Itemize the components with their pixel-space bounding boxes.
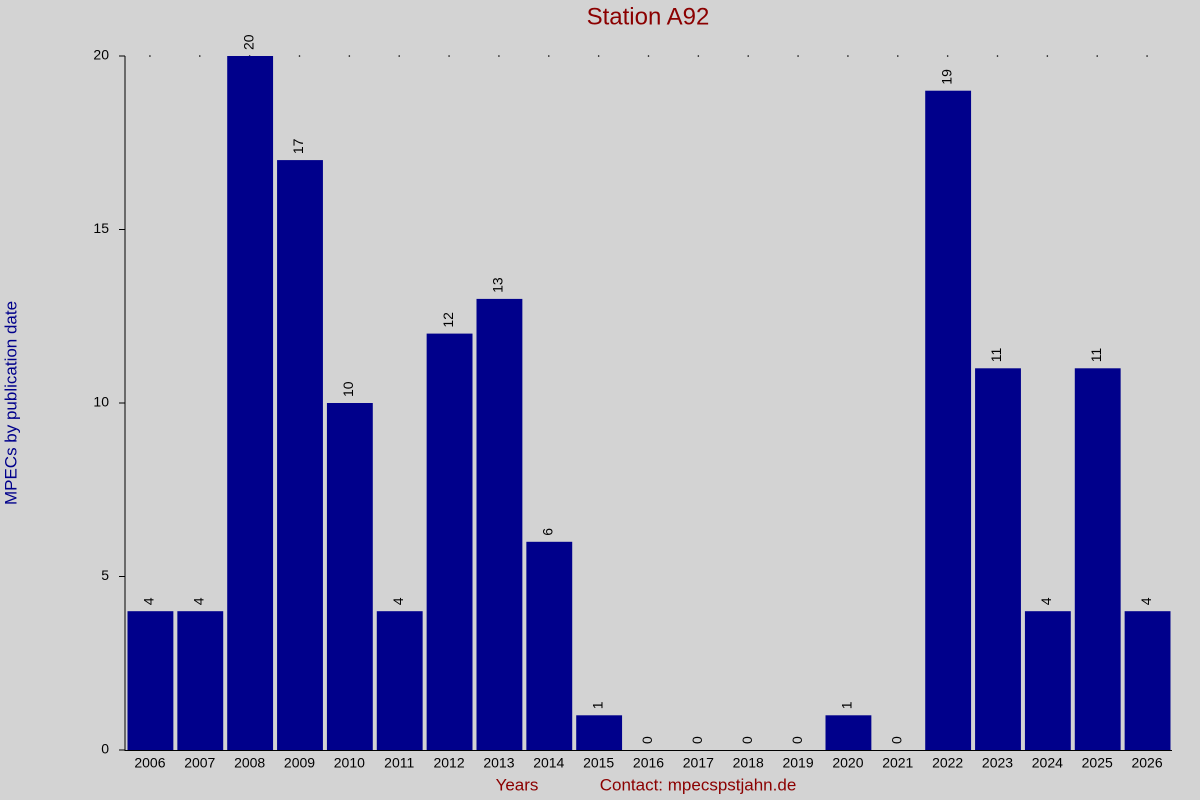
bar — [576, 715, 623, 750]
top-dot — [697, 55, 700, 57]
value-label: 1 — [589, 701, 605, 709]
x-tick-label: 2017 — [683, 755, 714, 771]
x-tick-label: 2009 — [284, 755, 315, 771]
y-tick-label: 5 — [101, 567, 109, 583]
value-label: 11 — [1088, 348, 1104, 363]
y-tick-label: 10 — [93, 394, 109, 410]
top-dot — [896, 55, 899, 57]
top-dot — [1146, 55, 1148, 57]
value-label: 17 — [290, 138, 306, 154]
value-label: 13 — [490, 277, 506, 293]
x-axis-label: Years — [496, 775, 539, 794]
value-label: 4 — [141, 597, 157, 605]
x-tick-label: 2011 — [384, 755, 414, 771]
value-label: 1 — [839, 701, 855, 709]
value-label: 0 — [689, 736, 705, 744]
x-tick-label: 2013 — [483, 755, 514, 771]
top-dot — [149, 55, 151, 57]
top-dot — [498, 55, 500, 57]
top-dot — [348, 55, 351, 57]
bar — [825, 715, 872, 750]
x-tick-label: 2023 — [982, 755, 1013, 771]
x-tick-label: 2018 — [733, 755, 764, 771]
x-tick-label: 2010 — [334, 755, 365, 771]
contact: Contact: mpecspstjahn.de — [600, 775, 797, 794]
top-dot — [547, 55, 550, 57]
value-label: 6 — [539, 528, 555, 536]
top-dot — [647, 55, 650, 57]
y-tick-label: 0 — [101, 741, 109, 757]
y-axis-label: MPECs by publication date — [1, 301, 20, 505]
top-dot — [597, 55, 600, 57]
top-dot — [946, 55, 949, 57]
bar — [426, 333, 473, 750]
top-dot — [1096, 55, 1099, 57]
bar — [127, 611, 174, 750]
x-tick-label: 2006 — [134, 755, 165, 771]
chart-title: Station A92 — [587, 3, 710, 30]
bar — [326, 403, 373, 750]
top-dot — [996, 55, 999, 57]
bar — [925, 90, 972, 750]
value-label: 4 — [1038, 597, 1054, 605]
top-dot — [398, 55, 401, 57]
value-label: 19 — [938, 69, 954, 85]
bar — [1024, 611, 1071, 750]
x-tick-label: 2021 — [882, 755, 913, 771]
value-label: 0 — [888, 736, 904, 744]
bar — [1074, 368, 1121, 750]
x-tick-label: 2015 — [583, 755, 614, 771]
x-tick-label: 2025 — [1082, 755, 1113, 771]
bar — [1124, 611, 1171, 750]
x-tick-label: 2014 — [533, 755, 564, 771]
x-tick-label: 2016 — [633, 755, 664, 771]
value-label: 10 — [340, 381, 356, 397]
bar — [227, 56, 274, 750]
top-dot — [1046, 55, 1049, 57]
x-tick-label: 2012 — [433, 755, 464, 771]
bar — [177, 611, 224, 750]
top-dot — [298, 55, 301, 57]
bar — [526, 541, 573, 750]
x-tick-label: 2024 — [1032, 755, 1063, 771]
value-label: 20 — [240, 34, 256, 50]
top-dot — [797, 55, 799, 57]
bar — [277, 160, 323, 751]
bar — [975, 368, 1021, 750]
x-tick-label: 2020 — [832, 755, 863, 771]
top-dot — [448, 55, 450, 57]
value-label: 12 — [440, 312, 456, 328]
top-dot — [198, 55, 201, 57]
bar — [376, 611, 423, 750]
x-tick-label: 2007 — [184, 755, 215, 771]
value-label: 4 — [1138, 597, 1154, 605]
x-tick-label: 2022 — [932, 755, 963, 771]
x-tick-label: 2008 — [234, 755, 265, 771]
value-label: 0 — [739, 736, 755, 744]
value-label: 0 — [639, 736, 655, 744]
top-dot — [747, 55, 750, 57]
y-tick-label: 20 — [93, 47, 109, 63]
value-label: 4 — [390, 597, 406, 605]
top-dot — [847, 55, 849, 57]
x-tick-label: 2026 — [1131, 755, 1162, 771]
value-label: 0 — [789, 736, 805, 744]
y-tick-label: 15 — [93, 220, 109, 236]
value-label: 11 — [988, 348, 1004, 363]
bar — [476, 298, 523, 750]
x-tick-label: 2019 — [782, 755, 813, 771]
value-label: 4 — [190, 597, 206, 605]
